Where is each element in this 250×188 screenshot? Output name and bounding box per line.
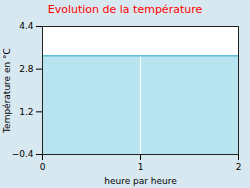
svg-text:0: 0 bbox=[40, 162, 46, 172]
svg-text:1.2: 1.2 bbox=[19, 107, 33, 117]
svg-text:4.4: 4.4 bbox=[19, 21, 34, 31]
svg-text:Température en °C: Température en °C bbox=[2, 48, 12, 134]
svg-text:1: 1 bbox=[138, 162, 144, 172]
svg-text:2.8: 2.8 bbox=[19, 64, 34, 74]
svg-text:heure par heure: heure par heure bbox=[104, 176, 177, 186]
svg-text:−0.4: −0.4 bbox=[12, 149, 34, 159]
svg-text:2: 2 bbox=[236, 162, 242, 172]
html-text:Evolution de la température: Evolution de la température bbox=[47, 3, 203, 16]
